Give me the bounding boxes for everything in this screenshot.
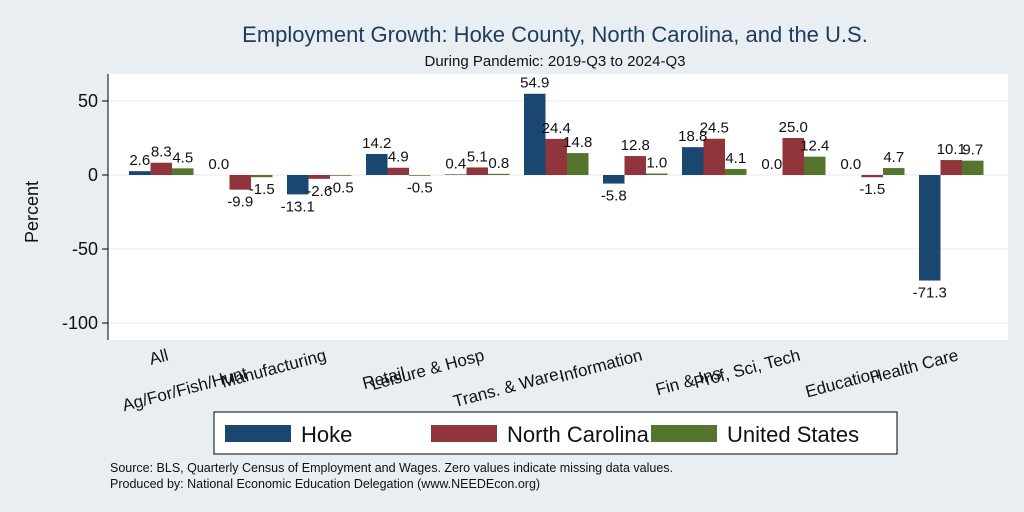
bar-hoke-trans-ware (524, 93, 546, 175)
legend-box (213, 411, 898, 455)
source-note: Source: BLS, Quarterly Census of Employm… (110, 461, 673, 475)
category-label-all: All (147, 346, 170, 369)
legend-swatch-hoke (225, 425, 291, 442)
value-label-north-carolina-manufacturing: -2.6 (306, 183, 332, 200)
bar-north-carolina-education (861, 175, 883, 178)
legend-label-united-states: United States (727, 422, 859, 447)
value-label-united-states-information: 1.0 (646, 155, 667, 172)
value-label-united-states-education: 4.7 (883, 149, 904, 166)
value-label-hoke-ag-for-fish-hunt: 0.0 (208, 156, 229, 173)
legend: Hoke North Carolina United States (213, 411, 898, 455)
bar-north-carolina-manufacturing (308, 175, 330, 179)
value-label-hoke-fin-ins: 18.8 (678, 128, 707, 145)
value-label-united-states-retail: -0.5 (407, 180, 433, 197)
bar-united-states-information (646, 173, 668, 175)
value-label-hoke-retail: 14.2 (362, 135, 391, 152)
bar-north-carolina-trans-ware (545, 138, 567, 175)
value-label-united-states-health-care: 9.7 (962, 142, 983, 159)
bar-north-carolina-ag-for-fish-hunt (229, 175, 251, 190)
value-label-north-carolina-information: 12.8 (621, 137, 650, 154)
y-tick-label: -50 (72, 239, 98, 259)
bar-united-states-fin-ins (725, 168, 747, 175)
bar-united-states-trans-ware (567, 153, 589, 175)
bar-united-states-leisure-hosp (488, 173, 510, 175)
value-label-united-states-leisure-hosp: 0.8 (488, 155, 509, 172)
value-label-hoke-education: 0.0 (840, 156, 861, 173)
legend-swatch-north-carolina (431, 425, 497, 442)
category-label-prof-sci-tech: Prof, Sci, Tech (692, 346, 802, 393)
value-label-united-states-trans-ware: 14.8 (563, 134, 592, 151)
bar-united-states-retail (409, 175, 431, 176)
value-label-north-carolina-all: 8.3 (151, 144, 172, 161)
value-label-hoke-health-care: -71.3 (913, 285, 947, 302)
bar-north-carolina-prof-sci-tech (782, 138, 804, 175)
bar-north-carolina-all (150, 162, 172, 175)
chart-subtitle: During Pandemic: 2019-Q3 to 2024-Q3 (425, 53, 686, 70)
value-label-north-carolina-fin-ins: 24.5 (700, 120, 729, 137)
bar-hoke-retail (366, 153, 388, 175)
value-label-hoke-leisure-hosp: 0.4 (445, 155, 466, 172)
value-label-north-carolina-health-care: 10.1 (937, 141, 966, 158)
bar-united-states-all (172, 168, 194, 175)
bar-united-states-education (883, 168, 905, 175)
value-label-north-carolina-ag-for-fish-hunt: -9.9 (227, 194, 253, 211)
plot-area (108, 74, 1008, 340)
value-label-united-states-prof-sci-tech: 12.4 (800, 138, 829, 155)
y-tick-label: 0 (88, 165, 98, 185)
legend-label-hoke: Hoke (301, 422, 352, 447)
category-label-health-care: Health Care (868, 346, 961, 388)
value-labels: 2.6 8.3 4.5 0.0-9.9-1.5-13.1-2.6-0.514.24.9… (129, 75, 983, 302)
bar-hoke-fin-ins (682, 147, 704, 175)
bar-north-carolina-fin-ins (703, 138, 725, 175)
y-tick-label: 50 (78, 91, 98, 111)
legend-swatch-united-states (651, 425, 717, 442)
value-label-united-states-fin-ins: 4.1 (725, 150, 746, 167)
bar-north-carolina-health-care (940, 160, 962, 175)
value-label-hoke-all: 2.6 (129, 152, 150, 169)
bar-hoke-health-care (919, 175, 941, 281)
legend-label-north-carolina: North Carolina (507, 422, 650, 447)
producer-note: Produced by: National Economic Education… (110, 477, 540, 491)
category-label-trans-ware: Trans. & Ware. (451, 364, 565, 412)
value-label-hoke-trans-ware: 54.9 (520, 75, 549, 92)
bar-hoke-leisure-hosp (445, 174, 467, 175)
category-label-manufacturing: Manufacturing (219, 346, 328, 392)
bar-north-carolina-information (624, 156, 646, 175)
value-label-north-carolina-trans-ware: 24.4 (542, 120, 571, 137)
category-label-information: Information (557, 346, 644, 386)
bar-united-states-health-care (962, 160, 984, 175)
y-axis-ticks: 50 0 -50 -100 (62, 91, 108, 333)
value-label-united-states-all: 4.5 (172, 149, 193, 166)
value-label-united-states-ag-for-fish-hunt: -1.5 (249, 181, 275, 198)
bar-hoke-all (129, 171, 151, 175)
bar-north-carolina-leisure-hosp (466, 167, 488, 175)
bar-hoke-information (603, 175, 625, 184)
chart-title: Employment Growth: Hoke County, North Ca… (242, 22, 868, 47)
value-label-north-carolina-retail: 4.9 (388, 149, 409, 166)
y-tick-label: -100 (62, 313, 98, 333)
value-label-united-states-manufacturing: -0.5 (328, 180, 354, 197)
bar-united-states-ag-for-fish-hunt (251, 175, 273, 178)
value-label-hoke-manufacturing: -13.1 (281, 198, 315, 215)
bar-hoke-manufacturing (287, 175, 309, 195)
value-label-hoke-prof-sci-tech: 0.0 (761, 156, 782, 173)
value-label-north-carolina-prof-sci-tech: 25.0 (779, 119, 808, 136)
bars (129, 93, 984, 281)
bar-united-states-manufacturing (330, 175, 352, 176)
bar-united-states-prof-sci-tech (804, 156, 826, 175)
bar-north-carolina-retail (387, 167, 409, 175)
y-axis-label: Percent (22, 181, 42, 243)
value-label-north-carolina-leisure-hosp: 5.1 (467, 148, 488, 165)
value-label-hoke-information: -5.8 (601, 188, 627, 205)
value-label-north-carolina-education: -1.5 (859, 181, 885, 198)
